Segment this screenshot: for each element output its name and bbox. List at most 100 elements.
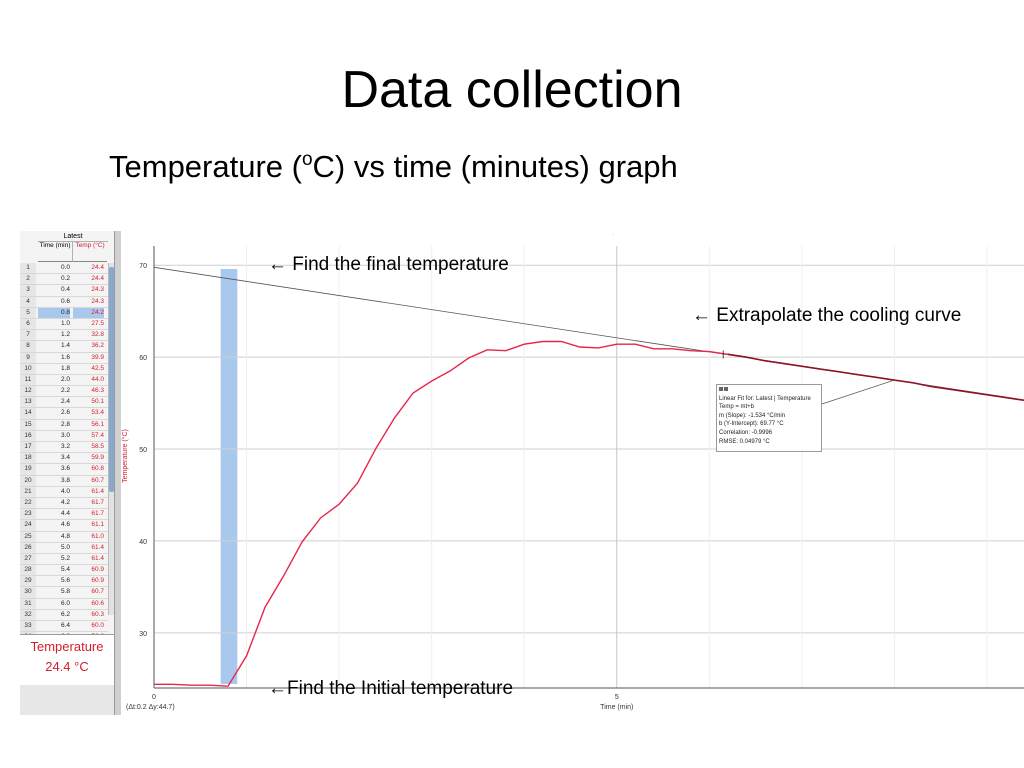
table-row[interactable]: 23 4.4 61.7 [20, 509, 108, 521]
cell-time[interactable]: 1.0 [60, 319, 70, 327]
cell-time[interactable]: 4.4 [60, 510, 70, 518]
table-scrollbar[interactable] [108, 263, 114, 615]
table-row[interactable]: 19 3.6 60.8 [20, 464, 108, 476]
cell-temp[interactable]: 24.4 [91, 264, 104, 271]
table-row[interactable]: 16 3.0 57.4 [20, 430, 108, 442]
cell-time[interactable]: 6.4 [60, 622, 70, 629]
cell-time[interactable]: 5.0 [60, 543, 70, 551]
cell-time[interactable]: 0.2 [60, 275, 70, 283]
table-row[interactable]: 12 2.2 46.3 [20, 386, 108, 398]
cell-temp[interactable]: 36.2 [91, 342, 104, 350]
cell-temp[interactable]: 60.9 [91, 577, 104, 585]
table-row[interactable]: 4 0.6 24.3 [20, 296, 108, 308]
cell-time[interactable]: 2.6 [60, 409, 70, 417]
table-row[interactable]: 14 2.6 53.4 [20, 408, 108, 420]
table-row[interactable]: 9 1.6 39.9 [20, 352, 108, 364]
cell-time[interactable]: 4.6 [60, 521, 70, 529]
cell-temp[interactable]: 58.5 [91, 443, 104, 450]
cell-temp[interactable]: 60.9 [91, 566, 104, 574]
cell-time[interactable]: 3.8 [60, 476, 70, 484]
cell-temp[interactable]: 61.7 [91, 510, 104, 518]
cell-time[interactable]: 5.6 [60, 577, 70, 585]
cell-time[interactable]: 0.6 [60, 297, 70, 305]
cell-temp[interactable]: 60.7 [91, 588, 104, 596]
cell-temp[interactable]: 59.9 [91, 454, 104, 462]
table-row[interactable]: 7 1.2 32.8 [20, 330, 108, 342]
cell-time[interactable]: 5.2 [60, 554, 70, 562]
table-row[interactable]: 10 1.8 42.5 [20, 363, 108, 375]
cell-temp[interactable]: 60.8 [91, 465, 104, 473]
cell-time[interactable]: 3.6 [60, 465, 70, 473]
cell-time[interactable]: 6.2 [60, 610, 70, 618]
cell-temp[interactable]: 27.5 [91, 319, 104, 327]
table-row[interactable]: 32 6.2 60.3 [20, 609, 108, 621]
cell-time[interactable]: 2.0 [60, 375, 70, 383]
cell-time[interactable]: 0.4 [60, 286, 70, 294]
cell-temp[interactable]: 56.1 [91, 420, 104, 428]
table-row[interactable]: 31 6.0 60.6 [20, 598, 108, 610]
cell-time[interactable]: 4.8 [60, 532, 70, 540]
cell-time[interactable]: 1.6 [60, 353, 70, 361]
cell-temp[interactable]: 32.8 [91, 331, 104, 339]
cell-time[interactable]: 1.8 [60, 364, 70, 372]
cell-temp[interactable]: 61.7 [91, 498, 104, 506]
column-header-time[interactable]: Time (min) [38, 241, 73, 262]
cell-temp[interactable]: 61.4 [91, 487, 104, 495]
table-row[interactable]: 5 0.8 24.2 [20, 307, 108, 319]
table-row[interactable]: 8 1.4 36.2 [20, 341, 108, 353]
table-row[interactable]: 28 5.4 60.9 [20, 565, 108, 577]
cell-time[interactable]: 1.4 [60, 342, 70, 350]
cell-temp[interactable]: 61.1 [91, 521, 104, 529]
cell-temp[interactable]: 60.6 [91, 599, 104, 607]
cell-time[interactable]: 2.4 [60, 398, 70, 406]
table-row[interactable]: 30 5.8 60.7 [20, 587, 108, 599]
cell-time[interactable]: 2.8 [60, 420, 70, 428]
cell-time[interactable]: 4.2 [60, 498, 70, 506]
table-row[interactable]: 21 4.0 61.4 [20, 486, 108, 498]
cell-temp[interactable]: 57.4 [91, 431, 104, 439]
panel-divider[interactable] [115, 231, 121, 715]
cell-temp[interactable]: 61.4 [91, 554, 104, 562]
cell-temp[interactable]: 39.9 [91, 353, 104, 361]
table-row[interactable]: 17 3.2 58.5 [20, 442, 108, 454]
table-row[interactable]: 3 0.4 24.3 [20, 285, 108, 297]
cell-temp[interactable]: 60.7 [91, 476, 104, 484]
temperature-graph[interactable]: 30 40 50 60 70 0 5 Time (min) Temperature (°C) (Δ… [20, 231, 1024, 715]
table-row[interactable]: 33 6.4 60.0 [20, 621, 108, 633]
cell-time[interactable]: 2.2 [60, 387, 70, 395]
table-row[interactable]: 6 1.0 27.5 [20, 318, 108, 331]
cell-temp[interactable]: 60.0 [91, 622, 104, 629]
cell-temp[interactable]: 42.5 [91, 364, 104, 372]
cell-time[interactable]: 4.0 [60, 487, 70, 495]
linear-fit-box[interactable]: Linear Fit for: Latest | Temperature Tem… [716, 384, 822, 452]
cell-temp[interactable]: 24.3 [91, 297, 104, 305]
table-row[interactable]: 15 2.8 56.1 [20, 419, 108, 431]
table-row[interactable]: 24 4.6 61.1 [20, 520, 108, 532]
cell-temp[interactable]: 53.4 [91, 409, 104, 417]
cell-time[interactable]: 5.4 [60, 566, 70, 574]
cell-temp[interactable]: 60.3 [91, 610, 104, 618]
table-row[interactable]: 27 5.2 61.4 [20, 553, 108, 566]
cell-temp[interactable]: 44.0 [91, 375, 104, 383]
cell-temp[interactable]: 24.4 [91, 275, 104, 283]
column-header-temp[interactable]: Temp (°C) [73, 241, 107, 262]
table-row[interactable]: 22 4.2 61.7 [20, 497, 108, 510]
cell-temp[interactable]: 46.3 [91, 387, 104, 395]
cell-temp[interactable]: 50.1 [91, 398, 104, 406]
cell-time[interactable]: 5.8 [60, 588, 70, 596]
scrollbar-thumb[interactable] [109, 267, 114, 492]
data-table[interactable]: Latest Time (min) Temp (°C) 1 0.0 24.4 2 0.2… [20, 231, 115, 655]
cell-time[interactable]: 0.8 [38, 307, 70, 318]
cell-time[interactable]: 3.4 [60, 454, 70, 462]
cell-time[interactable]: 3.2 [60, 443, 70, 450]
table-row[interactable]: 25 4.8 61.0 [20, 531, 108, 543]
cell-time[interactable]: 3.0 [60, 431, 70, 439]
cell-time[interactable]: 0.0 [60, 264, 70, 271]
table-row[interactable]: 18 3.4 59.9 [20, 453, 108, 465]
cell-time[interactable]: 6.0 [60, 599, 70, 607]
table-row[interactable]: 26 5.0 61.4 [20, 542, 108, 554]
table-row[interactable]: 13 2.4 50.1 [20, 397, 108, 409]
cell-temp[interactable]: 61.0 [91, 532, 104, 540]
table-row[interactable]: 2 0.2 24.4 [20, 274, 108, 286]
temperature-meter[interactable]: Temperature 24.4 °C [20, 634, 115, 685]
